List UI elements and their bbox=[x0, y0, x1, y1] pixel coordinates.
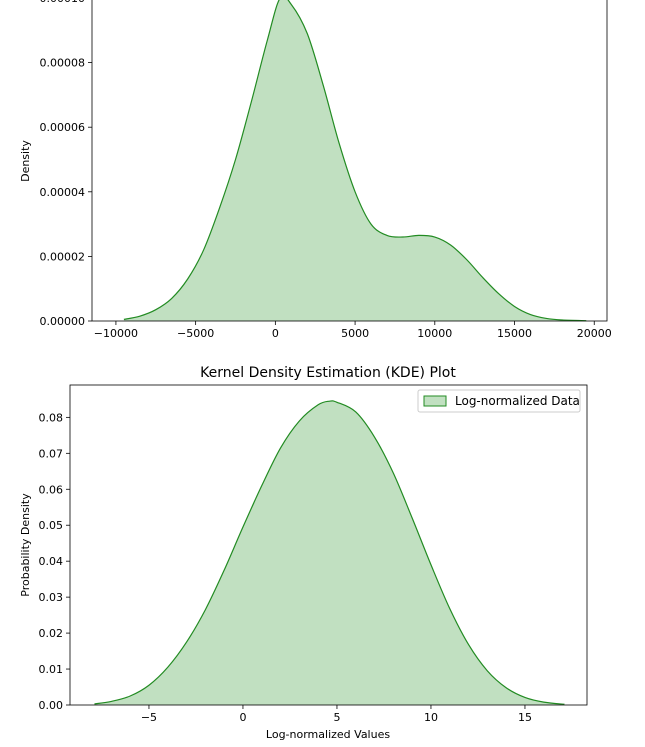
kde-x-tick-label: 5 bbox=[333, 711, 340, 724]
kde-x-tick-label: −5 bbox=[141, 711, 157, 724]
kde-chart-title: Kernel Density Estimation (KDE) Plot bbox=[200, 365, 456, 381]
density-series-line bbox=[123, 0, 587, 322]
kde-y-tick-label: 0.06 bbox=[39, 483, 64, 496]
kde-x-axis-label: Log-normalized Values bbox=[266, 728, 390, 741]
kde-y-tick-label: 0.05 bbox=[39, 519, 64, 532]
kde-legend-box bbox=[417, 389, 581, 413]
kde-series-area bbox=[94, 400, 565, 705]
kde-series-line bbox=[94, 400, 565, 705]
density-y-axis-label: Density bbox=[19, 140, 32, 182]
density-y-tick-label: 0.00000 bbox=[40, 315, 86, 328]
kde-legend-swatch bbox=[423, 395, 447, 407]
kde-legend-label: Log-normalized Data bbox=[455, 394, 580, 408]
density-y-tick-label: 0.00004 bbox=[40, 186, 86, 199]
density-series-area bbox=[123, 0, 587, 321]
kde-y-tick-label: 0.07 bbox=[39, 447, 64, 460]
kde-y-tick-label: 0.04 bbox=[39, 555, 64, 568]
kde-y-tick-label: 0.08 bbox=[39, 411, 64, 424]
density-chart: −10000 −5000 0 5000 10000 15000 20000 0.00000 0.… bbox=[19, 0, 612, 340]
density-x-tick-label: 15000 bbox=[497, 327, 532, 340]
density-x-tick-label: 10000 bbox=[417, 327, 452, 340]
density-plot-area: −10000 −5000 0 5000 10000 15000 20000 0.00000 0.… bbox=[40, 0, 612, 340]
kde-plot-frame bbox=[69, 384, 588, 706]
kde-y-axis-label: Probability Density bbox=[19, 493, 32, 597]
density-y-tick-label: 0.00002 bbox=[40, 250, 86, 263]
kde-plot-area: −5 0 5 10 15 0.00 0.01 0.02 0.03 0.04 0.05 0.06 0.07… bbox=[39, 384, 588, 724]
density-plot-frame bbox=[91, 0, 608, 322]
density-x-tick-label: 0 bbox=[272, 327, 279, 340]
density-y-tick-label: 0.00008 bbox=[40, 57, 86, 70]
density-x-tick-label: −10000 bbox=[94, 327, 138, 340]
kde-y-tick-label: 0.03 bbox=[39, 591, 64, 604]
kde-y-tick-label: 0.00 bbox=[39, 699, 64, 712]
kde-y-tick-label: 0.01 bbox=[39, 663, 64, 676]
kde-y-tick-label: 0.02 bbox=[39, 627, 64, 640]
kde-legend: Log-normalized Data bbox=[417, 389, 581, 413]
kde-x-tick-label: 15 bbox=[518, 711, 532, 724]
density-y-tick-label: 0.00006 bbox=[40, 121, 86, 134]
density-x-tick-label: −5000 bbox=[177, 327, 214, 340]
kde-chart: Kernel Density Estimation (KDE) Plot −5 0… bbox=[19, 365, 588, 741]
density-x-tick-label: 20000 bbox=[577, 327, 612, 340]
kde-x-tick-label: 10 bbox=[424, 711, 438, 724]
kde-x-tick-label: 0 bbox=[239, 711, 246, 724]
density-x-tick-label: 5000 bbox=[341, 327, 369, 340]
